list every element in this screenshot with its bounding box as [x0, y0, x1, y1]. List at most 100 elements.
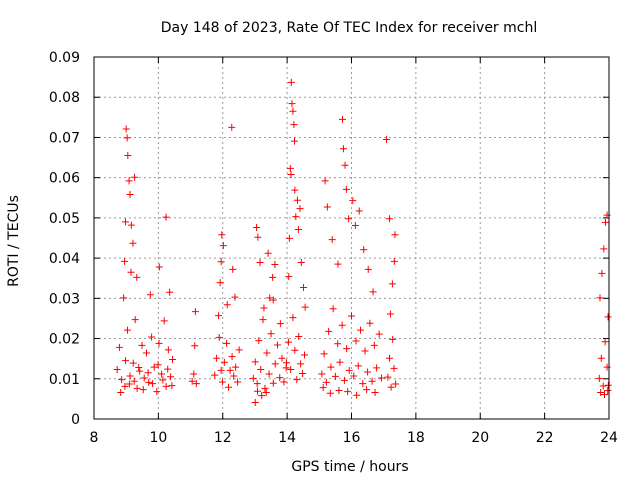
data-point — [231, 293, 239, 301]
plot-area-border — [93, 56, 610, 420]
data-point — [391, 231, 399, 239]
x-tick-label: 12 — [214, 430, 232, 446]
data-point — [297, 360, 305, 368]
data-point — [604, 386, 612, 394]
y-axis-title: ROTI / TECUs — [6, 195, 22, 287]
data-point — [595, 374, 603, 382]
data-point — [125, 380, 133, 388]
data-point — [387, 383, 395, 391]
data-point — [323, 203, 331, 211]
data-point — [213, 354, 221, 362]
data-point — [215, 333, 223, 341]
data-point — [329, 305, 337, 313]
data-point — [169, 355, 177, 363]
data-point — [228, 353, 236, 361]
data-point — [166, 288, 174, 296]
data-point — [601, 338, 609, 346]
data-point — [167, 373, 175, 381]
data-point — [117, 388, 125, 396]
data-point — [278, 354, 286, 362]
data-point — [286, 164, 294, 172]
data-point — [140, 374, 148, 382]
data-point — [223, 339, 231, 347]
data-point — [598, 269, 606, 277]
x-tick-label: 22 — [536, 430, 554, 446]
data-point — [216, 279, 224, 287]
data-point — [335, 386, 343, 394]
data-point — [145, 378, 153, 386]
data-point — [297, 259, 305, 267]
data-point — [390, 364, 398, 372]
data-point — [155, 263, 163, 271]
data-point — [223, 301, 231, 309]
data-point — [291, 346, 299, 354]
data-point — [115, 343, 123, 351]
data-point — [296, 205, 304, 213]
data-point — [295, 333, 303, 341]
data-point — [257, 366, 265, 374]
data-point — [319, 384, 327, 392]
data-point — [263, 349, 271, 357]
data-point — [235, 346, 243, 354]
data-point — [136, 367, 144, 375]
x-tick-label: 16 — [343, 430, 361, 446]
data-point — [361, 347, 369, 355]
data-point — [267, 330, 275, 338]
data-point — [234, 378, 242, 386]
data-point — [259, 316, 267, 324]
y-tick-label: 0.04 — [49, 251, 80, 267]
data-point — [217, 258, 225, 266]
data-point — [603, 363, 611, 371]
data-point — [290, 121, 298, 129]
data-point — [357, 326, 365, 334]
y-tick-label: 0.07 — [49, 130, 80, 146]
data-point — [153, 388, 161, 396]
data-point — [301, 303, 309, 311]
data-point — [284, 338, 292, 346]
data-point — [190, 370, 198, 378]
data-point — [256, 259, 264, 267]
data-point — [344, 388, 352, 396]
data-point — [160, 317, 168, 325]
data-point — [601, 218, 609, 226]
data-point — [154, 361, 162, 369]
data-point — [122, 357, 130, 365]
data-point — [269, 273, 277, 281]
data-point — [364, 368, 372, 376]
data-point — [113, 366, 121, 374]
x-tick-label: 20 — [471, 430, 489, 446]
data-point — [349, 197, 357, 205]
data-point — [253, 224, 261, 232]
data-point — [390, 257, 398, 265]
data-point — [341, 161, 349, 169]
data-point — [164, 346, 172, 354]
data-point — [276, 320, 284, 328]
data-point — [385, 354, 393, 362]
data-point — [146, 291, 154, 299]
scatter-points — [113, 78, 612, 407]
data-point — [288, 100, 296, 108]
data-point — [131, 316, 139, 324]
data-point — [285, 234, 293, 242]
data-point — [249, 374, 257, 382]
data-point — [254, 387, 262, 395]
data-point — [253, 380, 261, 388]
data-point — [385, 215, 393, 223]
data-point — [375, 330, 383, 338]
data-point — [596, 294, 604, 302]
x-tick-label: 10 — [149, 430, 167, 446]
data-point — [291, 137, 299, 145]
data-point — [129, 239, 137, 247]
data-point — [144, 369, 152, 377]
data-point — [219, 242, 227, 250]
data-point — [353, 391, 361, 399]
data-point — [125, 177, 133, 185]
data-point — [126, 191, 134, 199]
data-point — [301, 351, 309, 359]
data-point — [251, 358, 259, 366]
data-point — [138, 341, 146, 349]
data-point — [318, 370, 326, 378]
data-point — [336, 358, 344, 366]
y-tick-label: 0.06 — [49, 171, 80, 187]
data-point — [124, 152, 132, 160]
